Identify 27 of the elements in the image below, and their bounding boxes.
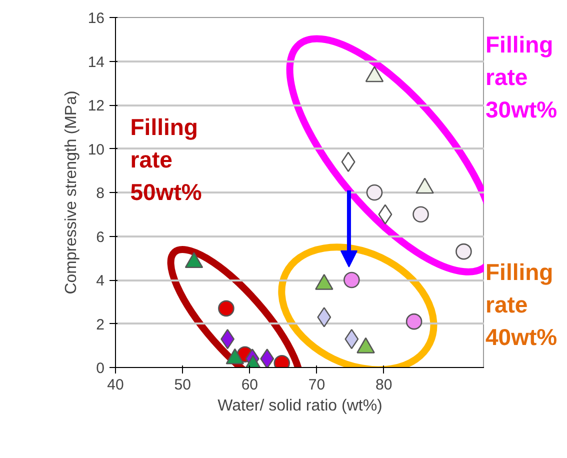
x-tick-label: 80	[376, 376, 392, 394]
point	[218, 300, 234, 317]
point	[260, 348, 274, 368]
point	[344, 272, 360, 288]
x-tick-label: 70	[308, 376, 326, 394]
point	[317, 307, 332, 328]
y-axis-title: Compressive strength (MPa)	[62, 90, 80, 294]
y-tick-label: 12	[88, 98, 105, 114]
point	[406, 313, 422, 330]
text: Filling rate 40wt%	[486, 258, 558, 350]
point	[366, 184, 383, 201]
x-tick-label: 50	[174, 376, 191, 394]
annotation: Filling rate 50wt%	[130, 114, 202, 205]
y-tick-label: 2	[96, 316, 104, 334]
point	[456, 243, 472, 260]
y-tick-label: 4	[96, 272, 104, 290]
point	[412, 206, 429, 223]
y-tick-label: 16	[88, 10, 105, 27]
y-tick-label: 8	[96, 185, 104, 202]
y-tick-label: 0	[96, 360, 104, 377]
x-tick-label: 60	[241, 376, 258, 394]
x-axis-title: Water/ solid ratio (wt%)	[218, 398, 382, 414]
y-tick-label: 10	[88, 141, 105, 158]
y-tick-label: 6	[96, 228, 104, 246]
y-tick-label: 14	[88, 54, 105, 71]
text: Filling rate 30wt%	[486, 31, 558, 122]
x-tick-label: 40	[107, 376, 124, 394]
